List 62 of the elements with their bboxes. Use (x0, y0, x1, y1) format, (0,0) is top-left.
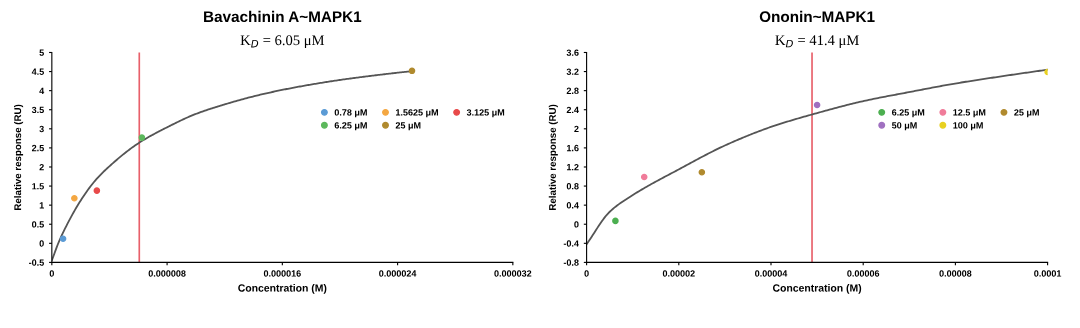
y-tick-label: -0.8 (563, 259, 579, 266)
x-tick-label: 0 (49, 270, 54, 277)
x-tick-label: 0.0001 (1034, 270, 1062, 277)
chart-title: Ononin~MAPK1 (759, 10, 875, 23)
y-tick-label: 4 (39, 87, 45, 94)
legend-label: 100 μM (953, 122, 983, 131)
y-tick-label: 2 (574, 125, 579, 133)
y-tick-label: 2.8 (566, 87, 579, 95)
y-tick-label: 1.2 (566, 163, 579, 171)
legend-label: 50 μM (891, 122, 917, 131)
y-tick-label: 2.4 (566, 106, 579, 113)
point (138, 134, 146, 141)
legend-label: 3.125 μM (466, 109, 505, 118)
y-tick-label: 3.6 (566, 49, 579, 56)
x-axis-title: Concentration (M) (772, 284, 862, 294)
x-tick-label: 0.00008 (939, 270, 972, 277)
x-tick-label: 0.000032 (494, 270, 532, 277)
x-tick-label: 0.00004 (755, 270, 788, 277)
point (640, 173, 648, 181)
x-tick-label: 0.000008 (148, 270, 186, 277)
y-tick-label: 1 (39, 202, 44, 209)
x-tick-label: 0 (584, 270, 589, 277)
x-tick-label: 0.00002 (662, 270, 695, 277)
x-axis-title: Concentration (M) (238, 284, 327, 294)
point (698, 168, 706, 176)
y-tick-label: 0.4 (566, 202, 579, 209)
legend-label: 12.5 μM (953, 109, 986, 118)
x-tick-label: 0.000016 (263, 270, 301, 277)
chart-subtitle: K$_{D}$ = 6.05 μM (240, 35, 325, 49)
y-tick-label: 3.2 (566, 68, 579, 75)
y-tick-label: 0.5 (32, 221, 44, 228)
y-tick-label: 3.5 (31, 106, 44, 114)
point (612, 217, 619, 225)
point (93, 187, 101, 194)
chart-subtitle: K$_{D}$ = 41.4 μM (775, 35, 859, 49)
y-axis-title: Relative response (RU) (14, 104, 24, 210)
y-tick-label: 1.6 (566, 144, 579, 152)
y-tick-label: 2 (39, 163, 44, 171)
y-tick-label: 1.5 (32, 183, 44, 190)
x-tick-label: 0.00006 (847, 270, 880, 277)
point (813, 101, 821, 109)
y-axis-title: Relative response (RU) (548, 104, 558, 210)
y-tick-label: 3 (39, 125, 44, 133)
chart-title: Bavachinin A~MAPK1 (204, 10, 362, 23)
y-tick-label: 5 (39, 49, 44, 56)
x-tick-label: 0.000024 (379, 270, 417, 277)
y-tick-label: -0.4 (563, 240, 579, 247)
y-tick-label: 0 (574, 221, 579, 228)
legend-label: 25 μM (1014, 109, 1039, 118)
y-tick-label: -0.5 (29, 259, 44, 266)
legend-label: 0.78 μM (334, 109, 367, 118)
point (71, 194, 78, 202)
y-tick-label: 2.5 (31, 144, 44, 152)
y-tick-label: 0 (39, 240, 44, 247)
legend-label: 6.25 μM (892, 109, 925, 118)
point (59, 235, 67, 243)
legend-label: 1.5625 μM (396, 109, 438, 118)
point (408, 67, 416, 75)
legend-label: 25 μM (395, 122, 421, 131)
legend-label: 6.25 μM (334, 122, 367, 131)
y-tick-label: 0.8 (566, 183, 579, 190)
y-tick-label: 4.5 (31, 68, 44, 75)
